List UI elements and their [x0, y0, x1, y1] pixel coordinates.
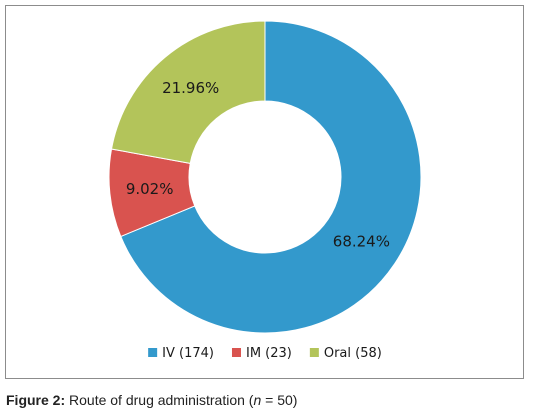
- donut-chart: 68.24% 9.02% 21.96% IV (174) IM (23) Oral (58…: [108, 20, 422, 361]
- slice-data-label-0: 68.24%: [333, 233, 390, 251]
- legend-swatch-2: [309, 348, 319, 357]
- slice-data-label-2: 21.96%: [162, 79, 219, 97]
- slice-data-label-1: 9.02%: [126, 180, 174, 198]
- legend-label-1: IM (23): [246, 346, 292, 361]
- legend-swatch-1: [231, 348, 241, 357]
- caption-variable: n: [253, 392, 262, 408]
- donut-slice-2: [110, 20, 266, 164]
- legend-label-2: Oral (58): [324, 346, 382, 361]
- caption-label: Figure 2:: [6, 392, 66, 408]
- legend-swatch-0: [148, 348, 158, 357]
- figure-caption: Figure 2: Route of drug administration (…: [6, 392, 532, 408]
- legend-label-0: IV (174): [162, 346, 214, 361]
- caption-text-after: = 50): [261, 392, 298, 408]
- donut-slice-0: [120, 20, 422, 334]
- chart-frame: 68.24% 9.02% 21.96% IV (174) IM (23) Oral (58…: [5, 5, 524, 379]
- caption-text-before: Route of drug administration (: [65, 392, 254, 408]
